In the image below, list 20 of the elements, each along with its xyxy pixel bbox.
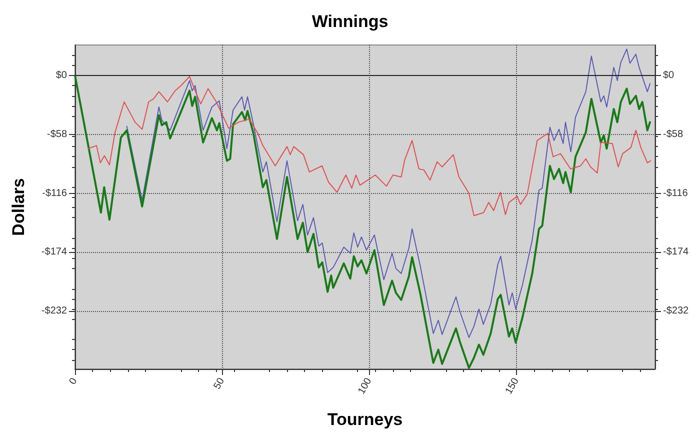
y2-tick-label: -$174 [663, 246, 690, 258]
y-tick-label: -$116 [42, 188, 68, 199]
y2-tick-label: -$58 [663, 128, 684, 140]
line-series [74, 74, 651, 369]
line-series [88, 76, 652, 216]
chart-title: Winnings [312, 12, 388, 31]
y-tick-label: -$232 [41, 306, 68, 317]
x-tick-label: 0 [67, 376, 80, 387]
y-tick-label: -$174 [41, 246, 68, 258]
x-tick-label: 100 [356, 376, 374, 396]
x-tick-label: 150 [504, 376, 522, 396]
x-tick-label: 50 [212, 376, 228, 392]
y-tick-label: -$58 [46, 128, 68, 140]
x-axis-title: Tourneys [327, 410, 403, 429]
y-tick-label: $0 [56, 70, 68, 81]
y2-tick-label: -$116 [663, 188, 688, 199]
y2-tick-label: -$232 [663, 306, 690, 317]
y2-tick-label: $0 [663, 70, 675, 81]
y-axis-title: Dollars [9, 178, 28, 236]
line-series [126, 48, 650, 338]
